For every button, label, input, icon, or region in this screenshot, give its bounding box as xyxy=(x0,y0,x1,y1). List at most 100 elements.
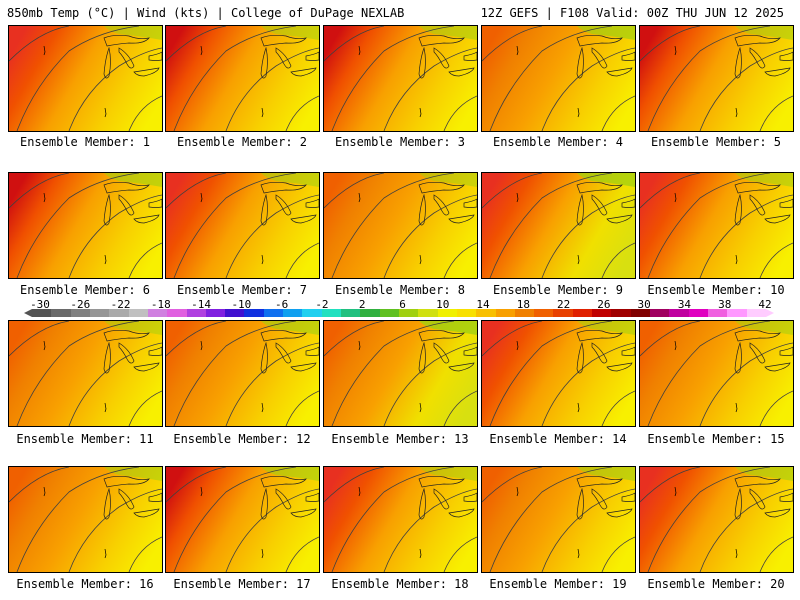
isotherm-contour xyxy=(68,342,162,426)
great-lakes-outline xyxy=(749,488,766,510)
great-lakes-outline xyxy=(779,51,793,61)
great-lakes-outline xyxy=(290,508,317,518)
isotherm-contour xyxy=(759,242,793,278)
isotherm-contour xyxy=(166,467,227,503)
temperature-field xyxy=(324,26,477,131)
wind-barb xyxy=(577,548,580,559)
wind-barb xyxy=(735,254,738,265)
wind-barb xyxy=(261,548,264,559)
wind-barb xyxy=(516,486,519,497)
colorbar-segment xyxy=(89,309,110,317)
great-lakes-outline xyxy=(275,194,292,216)
colorbar-tick-label: 10 xyxy=(436,298,450,311)
colorbar-segment xyxy=(398,309,419,317)
colorbar-tick-label: 14 xyxy=(476,298,490,311)
wind-barb xyxy=(261,254,264,265)
isotherm-contour xyxy=(759,536,793,572)
colorbar-segment xyxy=(263,309,284,317)
colorbar-segment xyxy=(225,309,245,317)
isotherm-contour xyxy=(699,488,793,572)
isotherm-contour xyxy=(489,173,613,278)
isotherm-contour xyxy=(285,536,319,572)
isotherm-contour xyxy=(16,467,140,572)
great-lakes-outline xyxy=(148,51,162,61)
wind-barb xyxy=(261,107,264,118)
ensemble-panel-13 xyxy=(323,320,478,427)
isotherm-contour xyxy=(489,321,613,426)
colorbar-segment xyxy=(707,309,728,317)
great-lakes-outline xyxy=(305,346,319,356)
wind-barb xyxy=(735,107,738,118)
isotherm-contour xyxy=(699,342,793,426)
great-lakes-outline xyxy=(621,198,635,208)
ensemble-panel-2 xyxy=(165,25,320,132)
colorbar-segment xyxy=(341,309,361,317)
wind-barb xyxy=(104,254,107,265)
great-lakes-outline xyxy=(418,341,426,374)
great-lakes-outline xyxy=(448,67,475,77)
great-lakes-outline xyxy=(734,475,781,488)
isotherm-contour xyxy=(383,342,477,426)
isotherm-contour xyxy=(699,47,793,131)
colorbar-segment xyxy=(630,309,650,317)
wind-barb xyxy=(419,548,422,559)
great-lakes-outline xyxy=(103,475,150,488)
isotherm-contour xyxy=(173,467,297,572)
isotherm-contour xyxy=(9,467,70,503)
ensemble-member-label: Ensemble Member: 17 xyxy=(173,577,311,591)
isotherm-contour xyxy=(128,390,162,426)
great-lakes-outline xyxy=(606,362,633,372)
isotherm-contour xyxy=(225,47,319,131)
colorbar-segment xyxy=(669,309,689,317)
great-lakes-outline xyxy=(433,342,450,364)
great-lakes-outline xyxy=(103,487,111,520)
great-lakes-outline xyxy=(260,46,268,79)
ensemble-member-label: Ensemble Member: 6 xyxy=(19,283,151,297)
wind-barb xyxy=(104,107,107,118)
great-lakes-outline xyxy=(448,362,475,372)
wind-barb xyxy=(200,45,203,56)
wind-barb xyxy=(104,548,107,559)
isotherm-contour xyxy=(541,342,635,426)
temperature-field xyxy=(482,26,635,131)
great-lakes-outline xyxy=(418,487,426,520)
wind-barb xyxy=(516,192,519,203)
colorbar-tick-label: 22 xyxy=(556,298,571,311)
ensemble-member-label: Ensemble Member: 9 xyxy=(492,283,624,297)
temperature-colorbar xyxy=(32,309,766,317)
wind-barb xyxy=(358,45,361,56)
colorbar-segment xyxy=(283,309,303,317)
great-lakes-outline xyxy=(103,46,111,79)
isotherm-contour xyxy=(699,194,793,278)
isotherm-contour xyxy=(128,536,162,572)
colorbar-tick-label: -22 xyxy=(110,298,131,311)
temperature-field xyxy=(640,26,793,131)
ensemble-panel-12 xyxy=(165,320,320,427)
ensemble-member-label: Ensemble Member: 5 xyxy=(650,135,782,149)
great-lakes-outline xyxy=(591,342,608,364)
ensemble-panel-14 xyxy=(481,320,636,427)
ensemble-panel-19 xyxy=(481,466,636,573)
temperature-field xyxy=(482,321,635,426)
ensemble-member-label: Ensemble Member: 3 xyxy=(334,135,466,149)
great-lakes-outline xyxy=(260,475,307,488)
wind-barb xyxy=(674,486,677,497)
ensemble-member-label: Ensemble Member: 16 xyxy=(16,577,154,591)
isotherm-contour xyxy=(331,173,455,278)
ensemble-panel-1 xyxy=(8,25,163,132)
colorbar-tick-label: 26 xyxy=(597,298,611,311)
ensemble-member-label: Ensemble Member: 1 xyxy=(19,135,151,149)
colorbar-segment xyxy=(611,309,631,317)
great-lakes-outline xyxy=(576,329,623,342)
temperature-field xyxy=(324,467,477,572)
run-valid-time: 12Z GEFS | F108 Valid: 00Z THU JUN 12 20… xyxy=(480,6,784,20)
colorbar-tick-label: -2 xyxy=(315,298,329,311)
great-lakes-outline xyxy=(260,329,307,342)
isotherm-contour xyxy=(9,173,70,209)
isotherm-contour xyxy=(324,26,385,62)
great-lakes-outline xyxy=(133,362,160,372)
isotherm-contour xyxy=(331,26,455,131)
wind-barb xyxy=(516,340,519,351)
great-lakes-outline xyxy=(576,487,584,520)
colorbar-tick-label: 6 xyxy=(399,298,406,311)
